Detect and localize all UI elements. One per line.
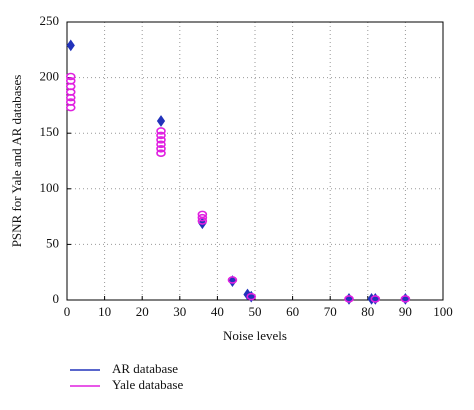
point [65, 72, 76, 81]
legend-label: Yale database [112, 377, 183, 392]
point [400, 295, 411, 303]
x-tick-label: 90 [399, 304, 412, 319]
x-tick-label: 60 [286, 304, 299, 319]
y-tick-label: 250 [40, 13, 60, 28]
y-tick-label: 0 [53, 291, 60, 306]
y-tick-label: 100 [40, 180, 60, 195]
point [156, 115, 166, 127]
point [197, 213, 208, 222]
x-tick-label: 30 [173, 304, 186, 319]
point [197, 217, 208, 225]
point [227, 276, 238, 284]
point [156, 140, 166, 149]
point [344, 295, 354, 303]
x-tick-label: 100 [433, 304, 453, 319]
y-axis-label: PSNR for Yale and AR databases [9, 75, 24, 248]
point [370, 295, 381, 303]
point [156, 144, 166, 153]
x-tick-label: 80 [361, 304, 374, 319]
legend-label: AR database [112, 361, 178, 376]
x-tick-label: 40 [211, 304, 224, 319]
y-tick-label: 200 [40, 69, 60, 84]
x-tick-label: 20 [136, 304, 149, 319]
x-tick-label: 70 [324, 304, 337, 319]
point [228, 275, 237, 287]
point [246, 292, 257, 301]
plot-frame [66, 21, 444, 301]
point [156, 149, 166, 158]
x-axis-label: Noise levels [223, 328, 287, 343]
x-tick-label: 10 [98, 304, 111, 319]
x-tick-label: 50 [249, 304, 262, 319]
y-tick-label: 50 [46, 235, 59, 250]
point [156, 131, 166, 140]
point [156, 127, 166, 135]
point [66, 39, 75, 52]
point [65, 93, 76, 102]
x-tick-label: 0 [64, 304, 71, 319]
y-tick-label: 150 [40, 124, 60, 139]
point [65, 103, 76, 112]
point [156, 136, 166, 144]
